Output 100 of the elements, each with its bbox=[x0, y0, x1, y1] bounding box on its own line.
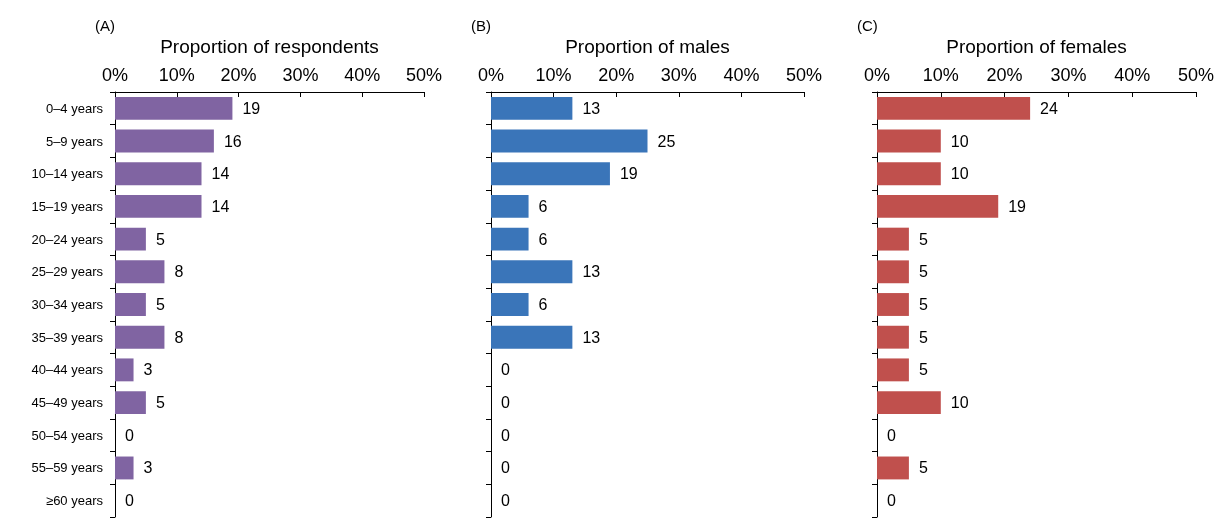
data-label: 5 bbox=[918, 328, 928, 346]
bar bbox=[491, 325, 573, 349]
bar bbox=[491, 194, 529, 218]
y-tick-label: 30–34 years bbox=[31, 297, 104, 312]
y-tick-label: 50–54 years bbox=[31, 427, 104, 443]
data-label: 5 bbox=[918, 296, 928, 313]
x-axis-title: Proportion of males bbox=[565, 36, 730, 57]
y-tick-label: 20–24 years bbox=[31, 231, 104, 247]
bar bbox=[115, 227, 146, 251]
bar bbox=[877, 227, 909, 251]
data-label: 0 bbox=[887, 492, 896, 510]
bar bbox=[877, 260, 909, 284]
bar bbox=[877, 456, 909, 480]
bar bbox=[115, 260, 165, 284]
text: (C) bbox=[857, 17, 878, 34]
bar bbox=[491, 293, 529, 316]
data-label: 5 bbox=[918, 361, 928, 379]
x-tick-label: 0% bbox=[477, 65, 505, 85]
data-label: 5 bbox=[918, 459, 928, 477]
x-tick-label: 10% bbox=[158, 65, 195, 85]
bar bbox=[115, 129, 214, 153]
data-label: 10 bbox=[950, 394, 969, 412]
y-tick-label: 25–29 years bbox=[31, 264, 104, 280]
bar bbox=[115, 358, 134, 382]
bar bbox=[491, 260, 573, 284]
data-label: 6 bbox=[538, 230, 548, 248]
data-label: 14 bbox=[211, 197, 230, 215]
x-tick-label: 10% bbox=[535, 65, 572, 85]
bar bbox=[877, 129, 941, 153]
y-tick-label: 0–4 years bbox=[45, 100, 104, 116]
x-tick-label: 50% bbox=[405, 65, 443, 85]
bar bbox=[491, 162, 610, 186]
bar bbox=[115, 162, 202, 186]
data-label: 19 bbox=[619, 165, 638, 183]
bar bbox=[491, 227, 529, 251]
x-tick-label: 40% bbox=[1114, 65, 1151, 85]
bar bbox=[115, 456, 134, 480]
data-label: 0 bbox=[501, 426, 510, 444]
y-tick-label: 40–44 years bbox=[31, 362, 104, 378]
data-label: 10 bbox=[950, 132, 969, 150]
data-label: 5 bbox=[155, 230, 165, 248]
bar bbox=[491, 129, 648, 153]
bar bbox=[115, 325, 165, 349]
data-label: 19 bbox=[1008, 197, 1027, 215]
bar bbox=[115, 293, 146, 316]
text: (B) bbox=[471, 17, 491, 34]
x-tick-label: 20% bbox=[220, 65, 257, 85]
data-label: 0 bbox=[125, 492, 134, 510]
x-tick-label: 40% bbox=[344, 65, 381, 85]
data-label: 3 bbox=[143, 459, 153, 477]
data-label: 0 bbox=[125, 426, 134, 444]
data-label: 13 bbox=[582, 99, 601, 117]
y-tick-label: 15–19 years bbox=[31, 198, 104, 214]
data-label: 25 bbox=[657, 132, 676, 150]
x-tick-label: 20% bbox=[986, 65, 1023, 85]
data-label: 6 bbox=[538, 197, 548, 215]
y-tick-label: 5–9 years bbox=[45, 133, 104, 149]
x-tick-label: 30% bbox=[660, 65, 697, 85]
bar bbox=[115, 194, 202, 218]
bar bbox=[877, 325, 909, 349]
bar bbox=[115, 391, 146, 415]
x-axis-title: Proportion of females bbox=[946, 36, 1127, 57]
data-label: 8 bbox=[174, 328, 184, 346]
data-label: 0 bbox=[501, 492, 510, 510]
data-label: 5 bbox=[918, 263, 928, 281]
text: (A) bbox=[95, 17, 115, 34]
data-label: 16 bbox=[223, 132, 242, 150]
bar bbox=[877, 194, 999, 218]
data-label: 10 bbox=[950, 165, 969, 183]
data-label: 13 bbox=[582, 263, 601, 281]
y-tick-label: 10–14 years bbox=[31, 166, 104, 182]
bar bbox=[877, 96, 1031, 120]
y-tick-label: ≥60 years bbox=[46, 493, 104, 509]
bar bbox=[877, 358, 909, 382]
data-label: 0 bbox=[887, 426, 896, 444]
data-label: 3 bbox=[143, 361, 153, 379]
x-tick-label: 10% bbox=[922, 65, 959, 85]
x-tick-label: 20% bbox=[598, 65, 635, 85]
data-label: 13 bbox=[582, 328, 601, 346]
data-label: 5 bbox=[155, 394, 165, 412]
x-tick-label: 0% bbox=[101, 65, 129, 85]
y-tick-label: 35–39 years bbox=[31, 329, 104, 345]
bar bbox=[877, 162, 941, 186]
bar bbox=[115, 96, 233, 120]
data-label: 6 bbox=[538, 296, 548, 313]
bar bbox=[491, 96, 573, 120]
y-tick-label: 45–49 years bbox=[31, 395, 104, 411]
data-label: 24 bbox=[1040, 99, 1059, 117]
data-label: 0 bbox=[501, 394, 510, 412]
data-label: 0 bbox=[501, 361, 510, 379]
bar bbox=[877, 391, 941, 415]
x-axis-title: Proportion of respondents bbox=[160, 36, 379, 57]
data-label: 19 bbox=[242, 99, 261, 117]
x-tick-label: 0% bbox=[863, 65, 891, 85]
x-tick-label: 30% bbox=[1050, 65, 1087, 85]
x-tick-label: 30% bbox=[282, 65, 319, 85]
data-label: 5 bbox=[918, 230, 928, 248]
data-label: 8 bbox=[174, 263, 184, 281]
bar bbox=[877, 293, 909, 316]
y-tick-label: 55–59 years bbox=[31, 460, 104, 476]
